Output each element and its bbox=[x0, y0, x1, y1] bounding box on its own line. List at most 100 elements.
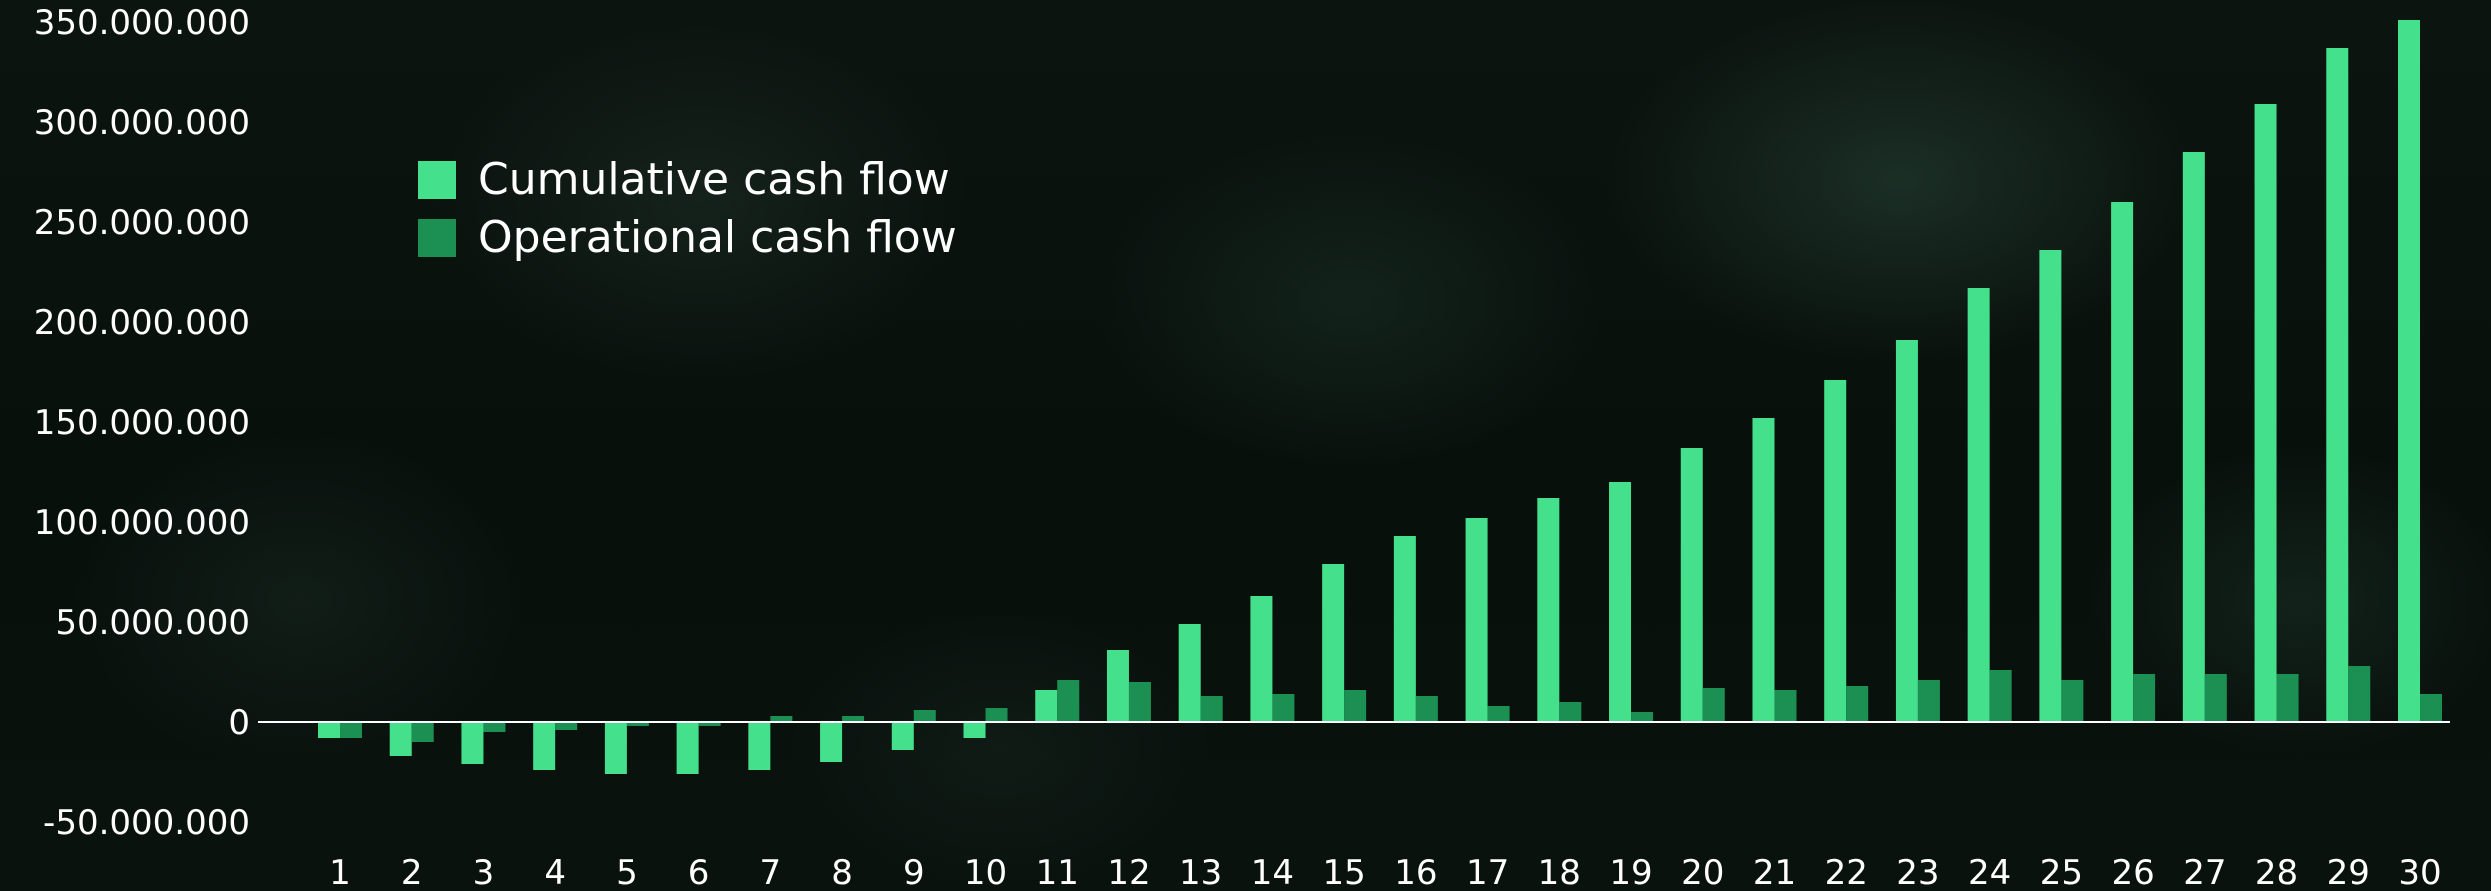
bar-operational bbox=[2276, 674, 2299, 722]
bar-cumulative bbox=[2398, 20, 2420, 722]
x-axis-ticks: 1 2 3 4 5 6 7 8 9 10 11 12 13 14 15 16 17 18 19 20 21 22 23 24 2… bbox=[329, 853, 2441, 891]
bar-cumulative bbox=[1895, 340, 1918, 722]
bar-operational bbox=[411, 722, 434, 742]
x-tick-label: 10 bbox=[964, 853, 1007, 891]
bar-operational bbox=[1989, 670, 2012, 722]
bar-cumulative bbox=[2182, 152, 2205, 722]
bars bbox=[318, 20, 2442, 774]
bar-operational bbox=[1344, 690, 1367, 722]
y-tick-label: 250.000.000 bbox=[34, 203, 250, 243]
bar-cumulative bbox=[2039, 250, 2062, 722]
x-tick-label: 19 bbox=[1609, 853, 1652, 891]
bar-cumulative bbox=[891, 722, 914, 750]
y-tick-label: -50.000.000 bbox=[43, 803, 250, 843]
bar-operational bbox=[1057, 680, 1080, 722]
x-tick-label: 28 bbox=[2255, 853, 2298, 891]
bar-operational bbox=[770, 716, 793, 722]
bar-cumulative bbox=[963, 722, 986, 738]
bar-operational bbox=[1200, 696, 1223, 722]
x-tick-label: 24 bbox=[1968, 853, 2011, 891]
x-tick-label: 23 bbox=[1896, 853, 1939, 891]
bar-cumulative bbox=[1824, 380, 1847, 722]
x-tick-label: 30 bbox=[2398, 853, 2441, 891]
bar-operational bbox=[340, 722, 362, 738]
bar-operational bbox=[1917, 680, 1940, 722]
x-tick-label: 12 bbox=[1107, 853, 1150, 891]
x-tick-label: 17 bbox=[1466, 853, 1509, 891]
legend-swatch-operational bbox=[418, 219, 456, 257]
legend-label-operational: Operational cash flow bbox=[478, 212, 957, 263]
legend-swatch-cumulative bbox=[418, 161, 456, 199]
x-tick-label: 11 bbox=[1036, 853, 1079, 891]
bar-operational bbox=[1631, 712, 1654, 722]
x-tick-label: 5 bbox=[616, 853, 638, 891]
x-tick-label: 27 bbox=[2183, 853, 2226, 891]
bar-operational bbox=[2061, 680, 2084, 722]
bar-operational bbox=[1128, 682, 1151, 722]
bar-operational bbox=[483, 722, 506, 732]
bar-cumulative bbox=[1035, 690, 1058, 722]
x-tick-label: 2 bbox=[401, 853, 423, 891]
bar-cumulative bbox=[604, 722, 627, 774]
bar-cumulative bbox=[318, 722, 340, 738]
x-tick-label: 26 bbox=[2111, 853, 2154, 891]
y-tick-label: 300.000.000 bbox=[34, 103, 250, 143]
x-tick-label: 6 bbox=[688, 853, 710, 891]
bar-operational bbox=[2420, 694, 2442, 722]
bar-cumulative bbox=[1178, 624, 1201, 722]
y-tick-label: 50.000.000 bbox=[55, 603, 250, 643]
bar-operational bbox=[1272, 694, 1295, 722]
x-tick-label: 29 bbox=[2327, 853, 2370, 891]
bar-cumulative bbox=[2254, 104, 2277, 722]
x-tick-label: 14 bbox=[1251, 853, 1294, 891]
legend-label-cumulative: Cumulative cash flow bbox=[478, 154, 950, 205]
x-tick-label: 18 bbox=[1538, 853, 1581, 891]
bar-operational bbox=[913, 710, 936, 722]
bar-operational bbox=[1846, 686, 1869, 722]
legend: Cumulative cash flow Operational cash fl… bbox=[418, 154, 957, 263]
bar-cumulative bbox=[1393, 536, 1416, 722]
bar-cumulative bbox=[533, 722, 556, 770]
bar-cumulative bbox=[1250, 596, 1273, 722]
x-tick-label: 13 bbox=[1179, 853, 1222, 891]
bar-operational bbox=[1702, 688, 1725, 722]
bar-operational bbox=[626, 722, 649, 726]
bar-cumulative bbox=[1322, 564, 1345, 722]
bar-operational bbox=[2348, 666, 2371, 722]
bar-cumulative bbox=[1609, 482, 1632, 722]
bar-operational bbox=[1487, 706, 1510, 722]
y-tick-label: 350.000.000 bbox=[34, 3, 250, 43]
bar-operational bbox=[842, 716, 865, 722]
x-tick-label: 8 bbox=[831, 853, 853, 891]
bar-operational bbox=[985, 708, 1008, 722]
bar-cumulative bbox=[1680, 448, 1703, 722]
bar-cumulative bbox=[748, 722, 771, 770]
bar-cumulative bbox=[461, 722, 484, 764]
bar-operational bbox=[555, 722, 578, 730]
x-tick-label: 3 bbox=[473, 853, 495, 891]
x-tick-label: 16 bbox=[1394, 853, 1437, 891]
bar-operational bbox=[1559, 702, 1582, 722]
x-tick-label: 7 bbox=[760, 853, 782, 891]
x-tick-label: 15 bbox=[1323, 853, 1366, 891]
y-tick-label: 100.000.000 bbox=[34, 503, 250, 543]
x-tick-label: 21 bbox=[1753, 853, 1796, 891]
bar-cumulative bbox=[820, 722, 843, 762]
bar-cumulative bbox=[1967, 288, 1990, 722]
bar-operational bbox=[1774, 690, 1797, 722]
bar-operational bbox=[2204, 674, 2227, 722]
bar-cumulative bbox=[2326, 48, 2349, 722]
y-axis-ticks: 350.000.000 300.000.000 250.000.000 200.000… bbox=[34, 3, 250, 843]
bar-cumulative bbox=[1106, 650, 1129, 722]
x-tick-label: 4 bbox=[544, 853, 566, 891]
bar-cumulative bbox=[1537, 498, 1560, 722]
x-tick-label: 25 bbox=[2040, 853, 2083, 891]
y-tick-label: 0 bbox=[228, 703, 250, 743]
y-tick-label: 150.000.000 bbox=[34, 403, 250, 443]
bar-cumulative bbox=[1752, 418, 1775, 722]
x-tick-label: 1 bbox=[329, 853, 351, 891]
bar-operational bbox=[1415, 696, 1438, 722]
bar-operational bbox=[698, 722, 721, 726]
x-tick-label: 20 bbox=[1681, 853, 1724, 891]
